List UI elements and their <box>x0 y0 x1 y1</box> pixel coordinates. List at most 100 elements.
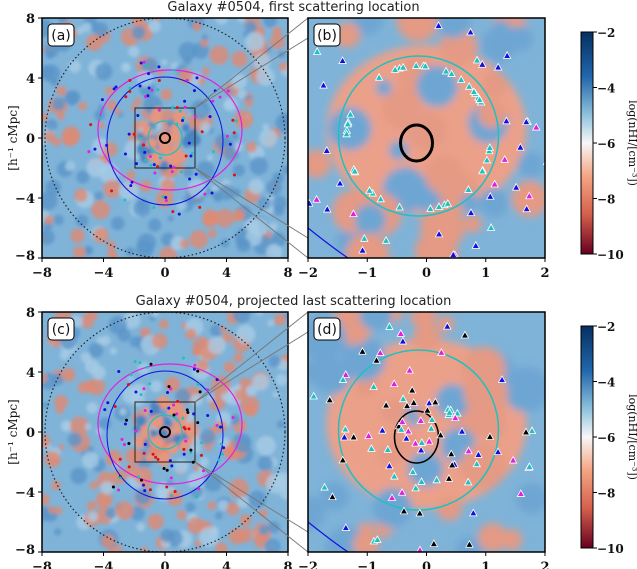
density-blob <box>103 142 118 157</box>
data-marker <box>181 356 185 360</box>
density-blob <box>478 412 506 441</box>
data-marker <box>320 482 329 491</box>
panel-label-box <box>47 23 75 47</box>
density-blob <box>248 178 264 195</box>
x-tick-label: 1 <box>481 266 490 281</box>
density-blob <box>103 179 122 198</box>
density-blob <box>244 404 258 417</box>
density-blob <box>199 527 219 548</box>
density-blob <box>149 429 158 438</box>
density-blob <box>239 514 252 526</box>
data-marker <box>407 385 417 394</box>
density-blob <box>200 38 209 47</box>
data-marker <box>527 426 537 435</box>
density-blob <box>257 455 274 472</box>
density-blob <box>354 203 387 236</box>
density-blob <box>282 165 288 175</box>
density-blob <box>49 456 57 464</box>
density-blob <box>268 355 281 368</box>
density-blob <box>127 375 134 382</box>
data-marker <box>217 458 221 462</box>
data-marker <box>127 132 131 136</box>
panel-label: (d) <box>317 322 337 338</box>
data-marker <box>139 61 143 65</box>
density-blob <box>228 528 245 545</box>
density-blob <box>91 200 110 220</box>
data-marker <box>143 442 147 446</box>
colorbar-tick-label: −4 <box>597 82 615 96</box>
density-blob <box>98 417 112 430</box>
data-marker <box>397 487 407 496</box>
data-marker <box>516 489 526 497</box>
data-marker <box>193 363 197 367</box>
data-marker <box>338 375 348 383</box>
density-blob <box>128 46 140 58</box>
zoom-connector <box>194 167 309 259</box>
density-blob <box>146 137 158 149</box>
data-marker <box>508 455 518 464</box>
density-blob <box>100 335 111 346</box>
density-blob <box>372 488 413 528</box>
data-marker <box>383 445 393 453</box>
density-blob <box>232 312 251 324</box>
density-blob <box>231 50 248 68</box>
density-blob <box>176 509 187 521</box>
data-marker <box>426 423 436 432</box>
density-blob <box>185 131 193 140</box>
data-marker <box>426 204 435 212</box>
data-marker <box>308 198 314 207</box>
density-blob <box>42 191 58 211</box>
density-blob <box>61 367 76 382</box>
density-blob <box>437 496 462 521</box>
data-marker <box>427 415 437 423</box>
density-blob <box>53 214 64 226</box>
density-blob <box>223 361 236 374</box>
data-marker <box>429 539 439 547</box>
data-marker <box>206 413 210 417</box>
data-marker <box>148 382 152 386</box>
data-marker <box>396 329 406 337</box>
density-blob <box>94 191 104 201</box>
data-marker <box>146 94 150 98</box>
density-blob <box>255 435 276 456</box>
data-marker <box>309 391 318 400</box>
data-marker <box>497 375 507 383</box>
data-marker <box>128 78 132 82</box>
data-marker <box>87 150 91 154</box>
data-marker <box>198 390 202 394</box>
density-blob <box>245 218 259 233</box>
data-marker <box>338 455 348 464</box>
density-blob <box>185 502 196 513</box>
data-marker <box>89 123 93 127</box>
density-blob <box>114 108 121 115</box>
panel-label-box <box>313 23 341 47</box>
density-blob <box>179 238 190 249</box>
density-blob <box>166 479 174 487</box>
data-marker <box>147 72 151 76</box>
data-marker <box>389 379 399 387</box>
density-blob <box>207 228 217 238</box>
heatmap <box>42 18 288 258</box>
zoom-connector <box>194 311 309 403</box>
data-marker <box>486 223 496 231</box>
data-marker <box>142 143 146 147</box>
density-blob <box>105 86 114 96</box>
data-marker <box>340 432 349 441</box>
density-blob <box>441 167 459 185</box>
data-marker <box>142 387 146 391</box>
density-blob <box>51 480 61 491</box>
data-marker <box>170 464 174 468</box>
data-marker <box>482 155 492 164</box>
density-blob <box>279 486 288 500</box>
panel-label-box <box>47 317 75 341</box>
x-tick-label: −4 <box>94 266 114 281</box>
data-marker <box>192 412 196 416</box>
density-blob <box>160 88 173 101</box>
data-marker <box>466 27 475 36</box>
density-blob <box>82 451 99 469</box>
data-marker <box>164 196 168 200</box>
data-marker <box>417 438 427 446</box>
y-axis-label: [h⁻¹ cMpc] <box>6 399 20 464</box>
data-marker <box>183 99 187 103</box>
data-marker <box>139 393 143 397</box>
